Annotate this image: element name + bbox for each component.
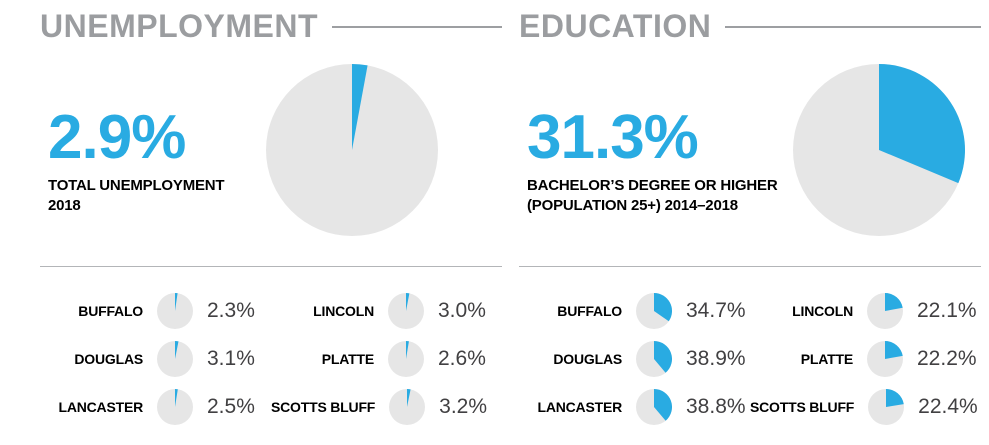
county-row: PLATTE 2.6% (271, 341, 502, 377)
county-pie (157, 293, 193, 329)
county-name: BUFFALO (78, 303, 143, 319)
county-row: DOUGLAS 38.9% (519, 341, 750, 377)
county-pie (868, 389, 905, 425)
county-value: 34.7% (686, 299, 746, 322)
title-rule (332, 26, 502, 28)
county-pie (867, 341, 903, 377)
county-area: BUFFALO 2.3% DOUGLAS 3.1% LANCASTER 2.5% (40, 266, 502, 425)
county-row: LANCASTER 38.8% (519, 389, 750, 425)
county-column-2: LINCOLN 3.0% PLATTE 2.6% SCOTTS BLUFF 3.… (271, 293, 502, 425)
county-pie (636, 293, 673, 329)
county-column-1: BUFFALO 34.7% DOUGLAS 38.9% LANCASTER 38… (519, 293, 750, 425)
main-pie-education (793, 64, 965, 236)
stat-block: 31.3% BACHELOR’S DEGREE OR HIGHER (POPUL… (527, 103, 778, 216)
county-value: 3.2% (439, 395, 488, 418)
county-pie (388, 293, 424, 329)
county-row: PLATTE 22.2% (750, 341, 981, 377)
county-pie (636, 389, 672, 425)
county-pie (157, 389, 193, 425)
hero: 31.3% BACHELOR’S DEGREE OR HIGHER (POPUL… (519, 56, 981, 244)
section-title: EDUCATION (519, 8, 712, 44)
county-name: PLATTE (321, 351, 374, 367)
county-name: DOUGLAS (74, 351, 143, 367)
county-value: 2.6% (438, 347, 486, 370)
county-row: LINCOLN 22.1% (750, 293, 981, 329)
county-pie (389, 389, 426, 425)
county-pie (388, 341, 424, 377)
stat-caption-line1: TOTAL UNEMPLOYMENT (48, 177, 225, 195)
county-name: LANCASTER (537, 399, 622, 415)
hero: 2.9% TOTAL UNEMPLOYMENT 2018 (40, 56, 502, 244)
county-name: SCOTTS BLUFF (750, 399, 855, 415)
county-area: BUFFALO 34.7% DOUGLAS 38.9% LANCASTER 38… (519, 266, 981, 425)
county-value: 22.1% (917, 299, 977, 322)
county-value: 3.1% (207, 347, 255, 370)
county-row: LANCASTER 2.5% (40, 389, 271, 425)
section-education: EDUCATION 31.3% BACHELOR’S DEGREE OR HIG… (519, 10, 981, 445)
county-value: 22.2% (917, 347, 977, 370)
county-row: BUFFALO 2.3% (40, 293, 271, 329)
county-value: 2.5% (207, 395, 255, 418)
county-row: BUFFALO 34.7% (519, 293, 750, 329)
county-pie (867, 293, 903, 329)
section-header: EDUCATION (519, 10, 981, 42)
stat-caption-line2: 2018 (48, 197, 81, 215)
section-header: UNEMPLOYMENT (40, 10, 502, 42)
county-value: 38.8% (686, 395, 746, 418)
stat-caption-line2: (POPULATION 25+) 2014–2018 (527, 197, 738, 215)
county-column-2: LINCOLN 22.1% PLATTE 22.2% SCOTTS BLUFF … (750, 293, 981, 425)
stat-value: 31.3% (527, 103, 699, 173)
county-name: LINCOLN (792, 303, 853, 319)
county-pie (636, 341, 672, 377)
county-row: LINCOLN 3.0% (271, 293, 502, 329)
county-value: 38.9% (686, 347, 746, 370)
county-name: LANCASTER (58, 399, 143, 415)
county-name: LINCOLN (313, 303, 374, 319)
county-value: 22.4% (918, 395, 978, 418)
county-row: SCOTTS BLUFF 22.4% (750, 389, 981, 425)
stat-caption-line1: BACHELOR’S DEGREE OR HIGHER (527, 177, 778, 195)
stat-value: 2.9% (48, 103, 186, 173)
county-value: 2.3% (207, 299, 255, 322)
county-row: DOUGLAS 3.1% (40, 341, 271, 377)
county-value: 3.0% (438, 299, 486, 322)
section-title: UNEMPLOYMENT (40, 8, 318, 44)
main-pie-unemployment (266, 64, 438, 236)
county-name: BUFFALO (557, 303, 622, 319)
section-unemployment: UNEMPLOYMENT 2.9% TOTAL UNEMPLOYMENT 201… (40, 10, 502, 445)
county-name: SCOTTS BLUFF (271, 399, 376, 415)
county-column-1: BUFFALO 2.3% DOUGLAS 3.1% LANCASTER 2.5% (40, 293, 271, 425)
stat-block: 2.9% TOTAL UNEMPLOYMENT 2018 (48, 103, 225, 216)
county-pie (157, 341, 193, 377)
county-name: PLATTE (800, 351, 853, 367)
title-rule (725, 26, 981, 28)
county-name: DOUGLAS (553, 351, 622, 367)
county-row: SCOTTS BLUFF 3.2% (271, 389, 502, 425)
